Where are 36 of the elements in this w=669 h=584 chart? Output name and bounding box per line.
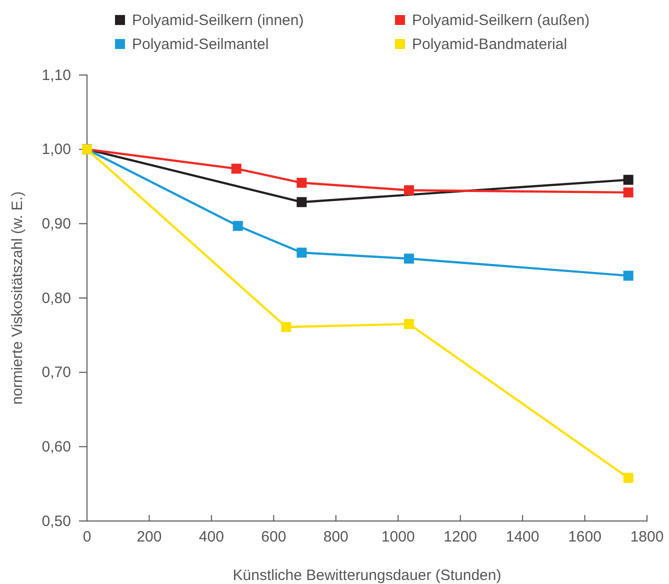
legend-label: Polyamid-Seilmantel: [132, 36, 269, 53]
point: [623, 270, 634, 281]
x-tick-label: 800: [323, 528, 348, 546]
x-tick-label: 1200: [444, 528, 478, 546]
y-tick-label: 0,90: [42, 215, 71, 232]
x-tick-label: 200: [136, 528, 162, 546]
x-tick-label: 1000: [381, 528, 415, 546]
legend-label: Polyamid-Seilkern (innen): [132, 12, 304, 29]
y-axis-title: normierte Viskositätszahl (w. E.): [9, 191, 26, 405]
point: [296, 248, 307, 258]
point: [231, 164, 242, 174]
point: [281, 322, 292, 332]
x-tick-label: 600: [261, 528, 286, 546]
y-tick-label: 0,50: [42, 512, 71, 530]
point: [296, 197, 307, 208]
legend-label: Polyamid-Bandmaterial: [412, 36, 568, 53]
x-axis-title: Künstliche Bewitterungsdauer (Stunden): [232, 567, 502, 584]
x-tick-label: 1600: [568, 528, 602, 546]
x-tick-label: 1800: [630, 528, 664, 546]
point: [404, 319, 414, 330]
point: [623, 174, 634, 185]
x-tick-label: 0: [82, 528, 92, 546]
x-tick-label: 1400: [506, 528, 540, 546]
point: [296, 178, 307, 188]
y-tick-label: 0,60: [42, 438, 71, 456]
y-tick-label: 1,10: [42, 66, 71, 84]
y-tick-label: 0,70: [42, 364, 71, 382]
point: [404, 185, 414, 196]
y-tick-label: 0,80: [42, 290, 71, 307]
legend-label: Polyamid-Seilkern (außen): [412, 12, 590, 29]
x-tick-label: 400: [198, 528, 224, 546]
point: [404, 254, 414, 264]
point: [623, 187, 634, 198]
point: [232, 220, 243, 231]
y-tick-label: 1,00: [42, 141, 71, 158]
point: [623, 472, 634, 483]
